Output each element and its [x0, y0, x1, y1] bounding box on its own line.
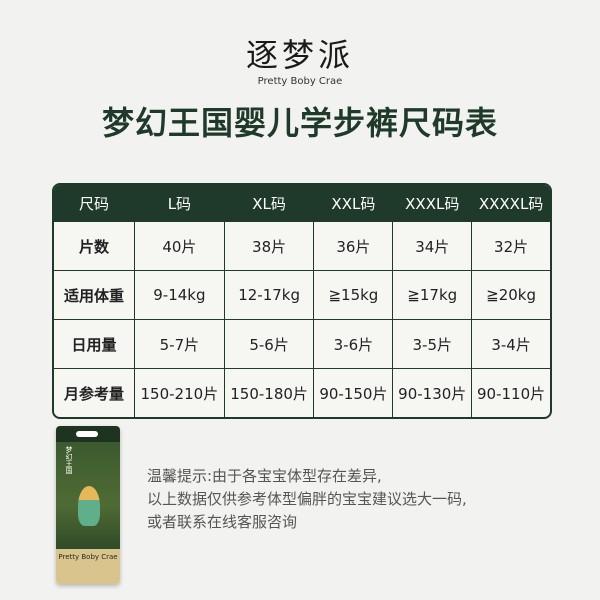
cell: 3-5片 [392, 319, 473, 370]
header-cell: XXXL码 [392, 185, 473, 222]
table-row: 月参考量 150-210片 150-180片 90-150片 90-130片 9… [54, 368, 550, 417]
cell: 38片 [223, 220, 315, 272]
page-title: 梦幻王国婴儿学步裤尺码表 [101, 104, 498, 142]
row-label: 月参考量 [54, 368, 135, 417]
table-row: 适用体重 9-14kg 12-17kg ≧15kg ≧17kg ≧20kg [54, 270, 550, 321]
cell: ≧17kg [392, 270, 473, 321]
header-cell: XL码 [223, 185, 315, 222]
fairy-illustration [78, 486, 100, 526]
size-chart-table: 尺码 L码 XL码 XXL码 XXXL码 XXXXL码 片数 40片 38片 3… [52, 183, 552, 419]
cell: 9-14kg [134, 270, 225, 321]
cell: 5-7片 [134, 319, 225, 370]
cell: 90-110片 [471, 368, 550, 417]
package-name: 梦幻王国 [65, 446, 73, 474]
product-package-image: 梦幻王国 Pretty Boby Crae [56, 426, 120, 584]
table-row: 日用量 5-7片 5-6片 3-6片 3-5片 3-4片 [54, 319, 550, 370]
cell: 3-4片 [471, 319, 550, 370]
cell: 150-180片 [223, 368, 315, 417]
header-cell: XXXXL码 [471, 185, 550, 222]
header-cell: 尺码 [54, 185, 135, 222]
cell: 90-130片 [392, 368, 473, 417]
package-brand: Pretty Boby Crae [58, 553, 118, 561]
package-handle [76, 431, 98, 437]
tip-line: 以上数据仅供参考体型偏胖的宝宝建议选大一码, [147, 490, 467, 508]
row-label: 日用量 [54, 319, 135, 370]
logo-en: Pretty Boby Crae [257, 76, 343, 87]
logo-cn: 逐梦派 [245, 36, 354, 74]
header-row: 尺码 L码 XL码 XXL码 XXXL码 XXXXL码 [54, 185, 550, 222]
tip-note: 温馨提示:由于各宝宝体型存在差异, 以上数据仅供参考体型偏胖的宝宝建议选大一码,… [147, 465, 467, 534]
row-label: 片数 [54, 220, 135, 272]
cell: 36片 [313, 220, 394, 272]
cell: 3-6片 [313, 319, 394, 370]
cell: 40片 [134, 220, 225, 272]
cell: ≧15kg [313, 270, 394, 321]
brand-logo: 逐梦派 Pretty Boby Crae [0, 30, 600, 87]
row-label: 适用体重 [54, 270, 135, 321]
cell: ≧20kg [471, 270, 550, 321]
cell: 12-17kg [223, 270, 315, 321]
tip-line: 温馨提示:由于各宝宝体型存在差异, [147, 467, 382, 485]
cell: 150-210片 [134, 368, 225, 417]
header-cell: L码 [134, 185, 225, 222]
cell: 32片 [471, 220, 550, 272]
header-cell: XXL码 [313, 185, 394, 222]
cell: 5-6片 [223, 319, 315, 370]
cell: 34片 [392, 220, 473, 272]
cell: 90-150片 [313, 368, 394, 417]
tip-line: 或者联系在线客服咨询 [147, 513, 298, 531]
table-row: 片数 40片 38片 36片 34片 32片 [54, 220, 550, 272]
